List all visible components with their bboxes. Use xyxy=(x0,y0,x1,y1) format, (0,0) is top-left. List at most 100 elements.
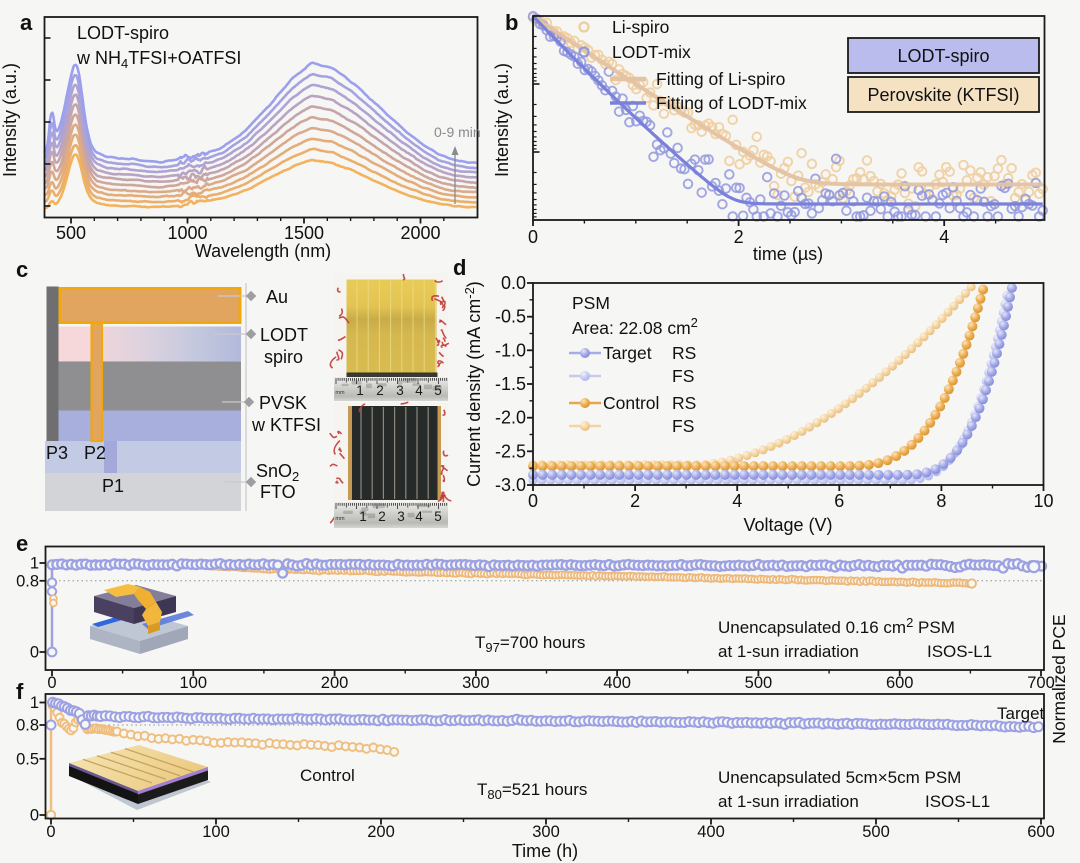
svg-text:Normalized PCE: Normalized PCE xyxy=(1049,614,1069,743)
svg-text:spiro: spiro xyxy=(264,347,303,367)
svg-text:0.5: 0.5 xyxy=(16,750,39,768)
svg-text:LODT: LODT xyxy=(260,325,308,345)
svg-text:700: 700 xyxy=(1027,674,1055,692)
svg-text:PSM: PSM xyxy=(572,293,610,313)
svg-text:1: 1 xyxy=(30,555,39,573)
svg-text:2000: 2000 xyxy=(400,223,440,243)
svg-text:2: 2 xyxy=(378,509,386,524)
svg-text:4: 4 xyxy=(415,509,423,524)
svg-text:FS: FS xyxy=(672,416,694,436)
svg-text:0-9 min: 0-9 min xyxy=(434,124,481,140)
svg-text:6: 6 xyxy=(834,491,844,511)
svg-text:at 1-sun irradiation: at 1-sun irradiation xyxy=(718,642,859,661)
svg-text:Area: 22.08 cm2: Area: 22.08 cm2 xyxy=(572,315,698,338)
svg-text:300: 300 xyxy=(462,674,490,692)
svg-text:Control: Control xyxy=(603,393,659,413)
svg-text:100: 100 xyxy=(180,674,208,692)
svg-text:a: a xyxy=(20,10,33,35)
svg-text:200: 200 xyxy=(321,674,349,692)
svg-text:f: f xyxy=(16,679,24,704)
svg-text:0: 0 xyxy=(528,491,538,511)
svg-text:400: 400 xyxy=(697,823,725,841)
svg-text:8: 8 xyxy=(936,491,946,511)
svg-text:1500: 1500 xyxy=(284,223,324,243)
svg-text:T97=700 hours: T97=700 hours xyxy=(475,633,585,655)
svg-text:0.8: 0.8 xyxy=(16,572,39,590)
svg-text:-1.0: -1.0 xyxy=(495,340,526,360)
svg-text:Voltage (V): Voltage (V) xyxy=(743,515,832,535)
svg-text:Intensity (a.u.): Intensity (a.u.) xyxy=(0,63,20,177)
svg-text:Control: Control xyxy=(300,766,355,785)
svg-text:Fitting of Li-spiro: Fitting of Li-spiro xyxy=(656,69,785,89)
svg-text:c: c xyxy=(16,257,28,282)
svg-text:10: 10 xyxy=(1033,491,1053,511)
svg-text:4: 4 xyxy=(415,383,423,398)
svg-text:5: 5 xyxy=(434,383,442,398)
svg-text:0: 0 xyxy=(30,807,39,825)
svg-text:FS: FS xyxy=(672,366,694,386)
svg-text:0: 0 xyxy=(47,674,56,692)
svg-text:Unencapsulated 5cm×5cm PSM: Unencapsulated 5cm×5cm PSM xyxy=(718,768,961,787)
svg-text:3: 3 xyxy=(397,509,405,524)
svg-text:200: 200 xyxy=(367,823,395,841)
svg-text:time (µs): time (µs) xyxy=(753,244,823,264)
svg-text:T80=521 hours: T80=521 hours xyxy=(477,780,587,802)
svg-text:600: 600 xyxy=(1027,823,1055,841)
svg-text:4: 4 xyxy=(939,227,949,247)
svg-text:Target: Target xyxy=(603,343,652,363)
svg-text:-1.5: -1.5 xyxy=(495,374,526,394)
svg-text:Au: Au xyxy=(266,287,288,307)
svg-text:3: 3 xyxy=(396,383,404,398)
svg-text:Li-spiro: Li-spiro xyxy=(612,17,669,37)
svg-text:Target: Target xyxy=(997,704,1045,723)
svg-text:2: 2 xyxy=(376,383,384,398)
svg-text:LODT-spiro: LODT-spiro xyxy=(77,23,169,43)
svg-text:2: 2 xyxy=(734,227,744,247)
svg-text:at 1-sun irradiation: at 1-sun irradiation xyxy=(718,792,859,811)
svg-text:1000: 1000 xyxy=(167,223,207,243)
svg-text:0: 0 xyxy=(46,823,55,841)
svg-text:Perovskite (KTFSI): Perovskite (KTFSI) xyxy=(867,85,1019,105)
svg-text:0.0: 0.0 xyxy=(501,273,526,293)
svg-text:0: 0 xyxy=(30,644,39,662)
svg-text:-3.0: -3.0 xyxy=(495,475,526,495)
svg-text:5: 5 xyxy=(434,509,442,524)
svg-text:P2: P2 xyxy=(84,443,106,463)
svg-text:PVSK: PVSK xyxy=(259,393,307,413)
svg-text:w NH4TFSI+OATFSI: w NH4TFSI+OATFSI xyxy=(76,48,241,71)
svg-text:d: d xyxy=(453,255,466,280)
svg-text:500: 500 xyxy=(56,223,86,243)
svg-text:LODT-mix: LODT-mix xyxy=(612,42,691,62)
svg-text:w KTFSI: w KTFSI xyxy=(251,415,321,435)
svg-text:b: b xyxy=(505,10,518,35)
svg-text:LODT-spiro: LODT-spiro xyxy=(897,46,989,66)
svg-text:Current density (mA cm-2): Current density (mA cm-2) xyxy=(462,281,484,487)
svg-text:P3: P3 xyxy=(46,443,68,463)
svg-text:SnO2: SnO2 xyxy=(256,461,299,484)
svg-text:1: 1 xyxy=(30,694,39,712)
svg-text:e: e xyxy=(16,531,28,556)
svg-text:500: 500 xyxy=(862,823,890,841)
svg-text:Intensity (a.u.): Intensity (a.u.) xyxy=(492,63,512,177)
svg-text:400: 400 xyxy=(603,674,631,692)
svg-text:0.8: 0.8 xyxy=(16,717,39,735)
svg-text:-2.0: -2.0 xyxy=(495,408,526,428)
svg-text:Wavelength (nm): Wavelength (nm) xyxy=(195,241,331,261)
svg-text:0: 0 xyxy=(528,227,538,247)
svg-text:100: 100 xyxy=(202,823,230,841)
svg-text:RS: RS xyxy=(672,393,696,413)
svg-text:Fitting of LODT-mix: Fitting of LODT-mix xyxy=(656,93,807,113)
svg-text:Unencapsulated 0.16 cm2 PSM: Unencapsulated 0.16 cm2 PSM xyxy=(718,615,955,637)
svg-text:4: 4 xyxy=(732,491,742,511)
svg-text:P1: P1 xyxy=(102,476,124,496)
svg-text:1: 1 xyxy=(359,509,367,524)
svg-text:500: 500 xyxy=(745,674,773,692)
svg-text:Time (h): Time (h) xyxy=(512,841,578,861)
svg-text:mm: mm xyxy=(335,390,345,396)
svg-text:-2.5: -2.5 xyxy=(495,441,526,461)
svg-text:2: 2 xyxy=(630,491,640,511)
svg-text:mm: mm xyxy=(335,516,345,522)
svg-text:1: 1 xyxy=(356,383,364,398)
svg-text:300: 300 xyxy=(532,823,560,841)
svg-text:-0.5: -0.5 xyxy=(495,307,526,327)
